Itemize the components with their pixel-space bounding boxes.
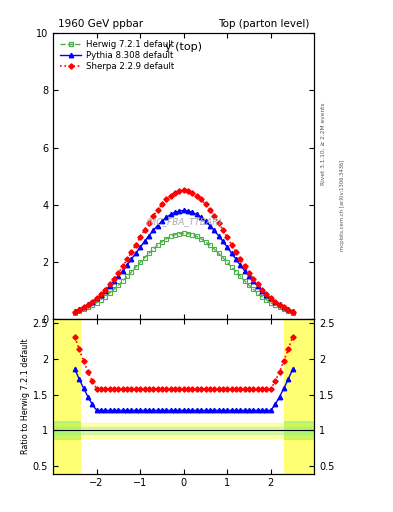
Bar: [53, 319, 81, 474]
Text: Rivet 3.1.10, ≥ 2.2M events: Rivet 3.1.10, ≥ 2.2M events: [320, 102, 325, 185]
Bar: [284, 319, 314, 474]
Y-axis label: Ratio to Herwig 7.2.1 default: Ratio to Herwig 7.2.1 default: [21, 338, 30, 454]
Bar: [53, 427, 314, 434]
Bar: [53, 423, 314, 438]
Legend: Herwig 7.2.1 default, Pythia 8.308 default, Sherpa 2.2.9 default: Herwig 7.2.1 default, Pythia 8.308 defau…: [57, 37, 176, 74]
Text: mcplots.cern.ch [arXiv:1306.3436]: mcplots.cern.ch [arXiv:1306.3436]: [340, 159, 345, 250]
Bar: [53, 421, 81, 440]
Text: 1960 GeV ppbar: 1960 GeV ppbar: [58, 19, 143, 29]
Text: Top (parton level): Top (parton level): [218, 19, 309, 29]
Text: (MC_FBA_TTBAR): (MC_FBA_TTBAR): [145, 218, 222, 226]
Text: y (top): y (top): [165, 42, 202, 52]
Bar: [284, 421, 314, 440]
